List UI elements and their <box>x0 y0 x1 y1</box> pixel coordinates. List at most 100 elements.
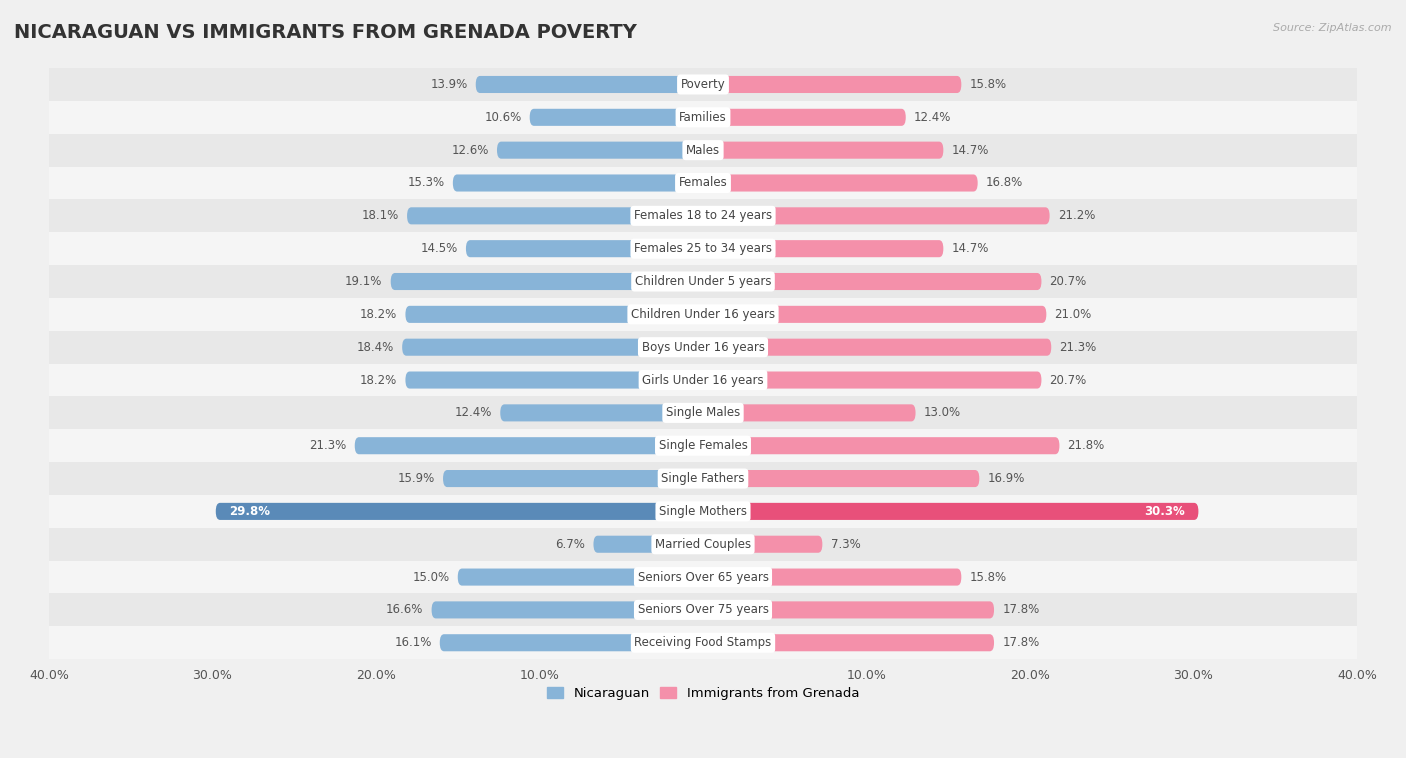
FancyBboxPatch shape <box>408 207 703 224</box>
FancyBboxPatch shape <box>475 76 703 93</box>
FancyBboxPatch shape <box>453 174 703 192</box>
FancyBboxPatch shape <box>703 76 962 93</box>
FancyBboxPatch shape <box>703 339 1052 356</box>
Text: 20.7%: 20.7% <box>1050 374 1087 387</box>
Text: Single Males: Single Males <box>666 406 740 419</box>
Bar <box>49 298 1357 330</box>
Text: 20.7%: 20.7% <box>1050 275 1087 288</box>
FancyBboxPatch shape <box>593 536 703 553</box>
Text: 30.3%: 30.3% <box>1144 505 1185 518</box>
Text: 29.8%: 29.8% <box>229 505 270 518</box>
Text: Families: Families <box>679 111 727 124</box>
FancyBboxPatch shape <box>703 536 823 553</box>
FancyBboxPatch shape <box>530 109 703 126</box>
Text: Males: Males <box>686 144 720 157</box>
Text: Single Mothers: Single Mothers <box>659 505 747 518</box>
Legend: Nicaraguan, Immigrants from Grenada: Nicaraguan, Immigrants from Grenada <box>541 682 865 706</box>
Text: 19.1%: 19.1% <box>344 275 382 288</box>
Text: 14.7%: 14.7% <box>952 242 988 255</box>
Bar <box>49 626 1357 659</box>
Bar <box>49 594 1357 626</box>
Text: 16.8%: 16.8% <box>986 177 1024 190</box>
Text: 15.8%: 15.8% <box>970 78 1007 91</box>
Bar <box>49 528 1357 561</box>
FancyBboxPatch shape <box>703 207 1050 224</box>
Bar <box>49 167 1357 199</box>
Text: Single Fathers: Single Fathers <box>661 472 745 485</box>
Bar <box>49 462 1357 495</box>
Text: 15.8%: 15.8% <box>970 571 1007 584</box>
Bar <box>49 199 1357 232</box>
Text: 15.0%: 15.0% <box>412 571 450 584</box>
Text: 21.0%: 21.0% <box>1054 308 1092 321</box>
FancyBboxPatch shape <box>402 339 703 356</box>
Text: 15.9%: 15.9% <box>398 472 434 485</box>
Text: 12.4%: 12.4% <box>454 406 492 419</box>
FancyBboxPatch shape <box>703 273 1042 290</box>
Text: 10.6%: 10.6% <box>484 111 522 124</box>
Text: 14.7%: 14.7% <box>952 144 988 157</box>
Text: Source: ZipAtlas.com: Source: ZipAtlas.com <box>1274 23 1392 33</box>
Bar <box>49 561 1357 594</box>
FancyBboxPatch shape <box>703 634 994 651</box>
FancyBboxPatch shape <box>703 503 1198 520</box>
Text: Girls Under 16 years: Girls Under 16 years <box>643 374 763 387</box>
FancyBboxPatch shape <box>432 601 703 619</box>
FancyBboxPatch shape <box>703 437 1060 454</box>
Text: 17.8%: 17.8% <box>1002 636 1039 650</box>
Bar <box>49 265 1357 298</box>
Bar <box>49 429 1357 462</box>
Text: 21.8%: 21.8% <box>1067 439 1105 453</box>
FancyBboxPatch shape <box>440 634 703 651</box>
Text: Married Couples: Married Couples <box>655 537 751 551</box>
FancyBboxPatch shape <box>405 305 703 323</box>
Text: 16.1%: 16.1% <box>394 636 432 650</box>
FancyBboxPatch shape <box>703 109 905 126</box>
Text: Children Under 5 years: Children Under 5 years <box>634 275 772 288</box>
Text: 12.6%: 12.6% <box>451 144 489 157</box>
FancyBboxPatch shape <box>458 568 703 586</box>
FancyBboxPatch shape <box>703 240 943 257</box>
Text: 21.2%: 21.2% <box>1057 209 1095 222</box>
Text: 13.9%: 13.9% <box>430 78 468 91</box>
Text: NICARAGUAN VS IMMIGRANTS FROM GRENADA POVERTY: NICARAGUAN VS IMMIGRANTS FROM GRENADA PO… <box>14 23 637 42</box>
Text: Children Under 16 years: Children Under 16 years <box>631 308 775 321</box>
FancyBboxPatch shape <box>703 371 1042 389</box>
FancyBboxPatch shape <box>703 174 977 192</box>
Text: 6.7%: 6.7% <box>555 537 585 551</box>
FancyBboxPatch shape <box>215 503 703 520</box>
Text: 16.6%: 16.6% <box>387 603 423 616</box>
FancyBboxPatch shape <box>354 437 703 454</box>
FancyBboxPatch shape <box>703 404 915 421</box>
FancyBboxPatch shape <box>703 305 1046 323</box>
Bar <box>49 68 1357 101</box>
Bar <box>49 133 1357 167</box>
Bar <box>49 364 1357 396</box>
FancyBboxPatch shape <box>703 142 943 158</box>
Text: Seniors Over 75 years: Seniors Over 75 years <box>637 603 769 616</box>
Text: 21.3%: 21.3% <box>309 439 346 453</box>
Text: 14.5%: 14.5% <box>420 242 458 255</box>
Text: 21.3%: 21.3% <box>1060 340 1097 354</box>
Text: Females 18 to 24 years: Females 18 to 24 years <box>634 209 772 222</box>
Text: 18.4%: 18.4% <box>357 340 394 354</box>
Bar <box>49 232 1357 265</box>
Text: 12.4%: 12.4% <box>914 111 952 124</box>
FancyBboxPatch shape <box>465 240 703 257</box>
FancyBboxPatch shape <box>443 470 703 487</box>
Text: 15.3%: 15.3% <box>408 177 444 190</box>
FancyBboxPatch shape <box>391 273 703 290</box>
FancyBboxPatch shape <box>703 568 962 586</box>
Text: Seniors Over 65 years: Seniors Over 65 years <box>637 571 769 584</box>
Text: 18.2%: 18.2% <box>360 308 398 321</box>
FancyBboxPatch shape <box>496 142 703 158</box>
Text: 18.2%: 18.2% <box>360 374 398 387</box>
Text: 17.8%: 17.8% <box>1002 603 1039 616</box>
FancyBboxPatch shape <box>703 601 994 619</box>
Bar <box>49 330 1357 364</box>
Bar <box>49 495 1357 528</box>
Bar <box>49 396 1357 429</box>
Text: Females 25 to 34 years: Females 25 to 34 years <box>634 242 772 255</box>
Text: 13.0%: 13.0% <box>924 406 960 419</box>
FancyBboxPatch shape <box>703 470 980 487</box>
